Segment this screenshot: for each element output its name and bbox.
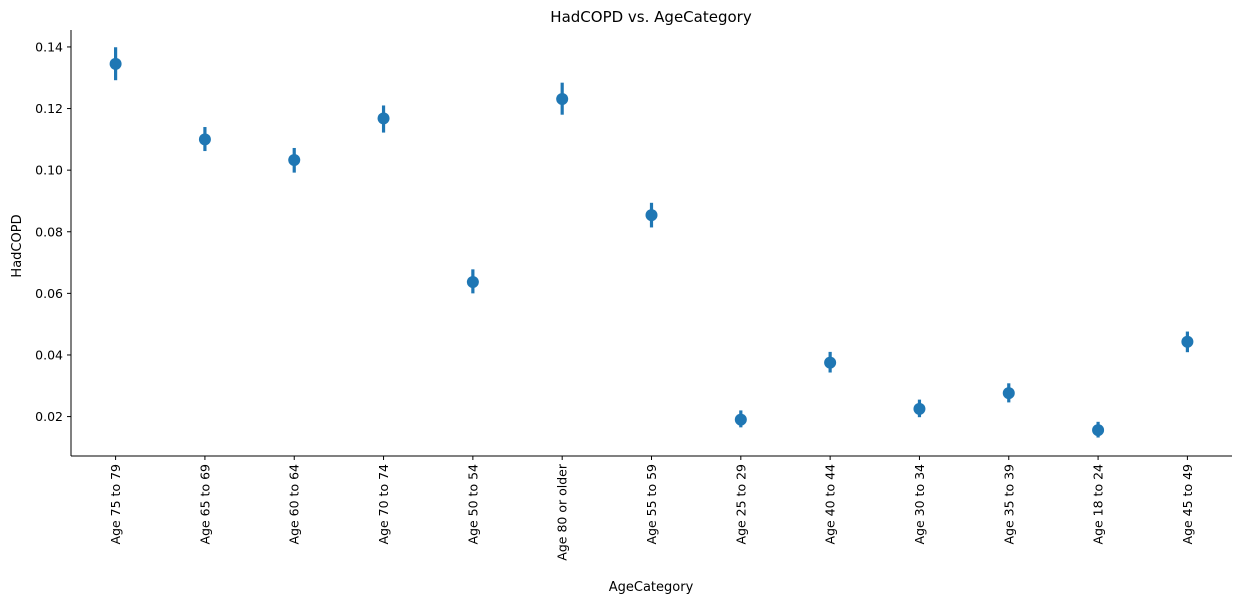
x-tick-label: Age 80 or older bbox=[555, 463, 570, 561]
data-point bbox=[1002, 387, 1015, 400]
data-point bbox=[645, 209, 658, 222]
x-tick-label: Age 60 to 64 bbox=[287, 464, 302, 545]
y-tick-label: 0.06 bbox=[35, 286, 63, 301]
data-point bbox=[1092, 424, 1105, 437]
data-point bbox=[288, 153, 301, 166]
x-tick-label: Age 45 to 49 bbox=[1180, 464, 1195, 545]
plot-area: 0.02 0.04 0.06 0.08 0.10 0.12 0.14 Age 75 to 79… bbox=[35, 30, 1232, 561]
data-point bbox=[913, 402, 926, 415]
data-point bbox=[1181, 335, 1194, 348]
data-point bbox=[556, 92, 569, 105]
data-point bbox=[466, 275, 479, 288]
data-point bbox=[734, 413, 747, 426]
x-tick-label: Age 50 to 54 bbox=[465, 464, 480, 545]
y-tick-label: 0.12 bbox=[35, 101, 63, 116]
x-tick-label: Age 65 to 69 bbox=[197, 464, 212, 545]
data-point bbox=[109, 57, 122, 70]
data-point bbox=[824, 356, 837, 369]
x-tick-label: Age 40 to 44 bbox=[823, 464, 838, 545]
x-tick-label: Age 25 to 29 bbox=[733, 464, 748, 545]
x-tick-label: Age 55 to 59 bbox=[644, 464, 659, 545]
x-tick-label: Age 35 to 39 bbox=[1001, 464, 1016, 545]
y-tick-label: 0.08 bbox=[35, 224, 63, 239]
x-tick-label: Age 30 to 34 bbox=[912, 464, 927, 545]
y-tick-label: 0.10 bbox=[35, 163, 63, 178]
y-tick-label: 0.04 bbox=[35, 347, 63, 362]
data-point bbox=[198, 133, 211, 146]
chart-title: HadCOPD vs. AgeCategory bbox=[550, 8, 752, 26]
y-tick-label: 0.02 bbox=[35, 409, 63, 424]
data-point bbox=[377, 112, 390, 125]
y-tick-label: 0.14 bbox=[35, 39, 63, 54]
y-axis-label: HadCOPD bbox=[10, 214, 25, 277]
x-tick-label: Age 75 to 79 bbox=[108, 464, 123, 545]
x-axis-label: AgeCategory bbox=[609, 580, 694, 595]
x-tick-label: Age 18 to 24 bbox=[1091, 464, 1106, 545]
x-tick-label: Age 70 to 74 bbox=[376, 464, 391, 545]
